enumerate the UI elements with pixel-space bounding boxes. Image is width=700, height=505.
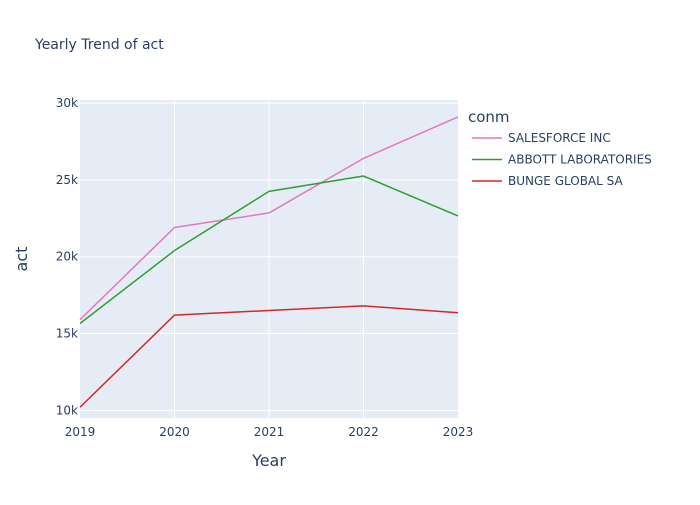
legend-title: conm: [468, 108, 510, 126]
x-tick-label: 2020: [159, 425, 190, 439]
y-tick-label: 25k: [56, 173, 78, 187]
x-tick-label: 2022: [348, 425, 379, 439]
series-lines: [79, 116, 459, 408]
series-line-abbott-laboratories: [79, 175, 459, 325]
x-tick-label: 2021: [254, 425, 285, 439]
series-line-salesforce-inc: [79, 116, 459, 321]
legend: conm SALESFORCE INC ABBOTT LABORATORIES BU…: [468, 108, 652, 188]
legend-item-label: BUNGE GLOBAL SA: [508, 174, 623, 188]
legend-item-label: ABBOTT LABORATORIES: [508, 153, 652, 167]
y-tick-label: 30k: [56, 96, 78, 110]
y-tick-label: 15k: [56, 327, 78, 341]
y-tick-label: 10k: [56, 403, 78, 417]
x-axis-label: Year: [251, 451, 286, 470]
x-tick-label: 2019: [65, 425, 96, 439]
series-line-bunge-global-sa: [79, 305, 459, 408]
chart-title: Yearly Trend of act: [34, 37, 164, 53]
gridlines: [80, 100, 458, 418]
legend-item-label: SALESFORCE INC: [508, 131, 611, 145]
y-axis-label: act: [12, 247, 31, 272]
y-tick-label: 20k: [56, 250, 78, 264]
x-tick-label: 2023: [443, 425, 474, 439]
y-axis-ticks: 10k 15k 20k 25k 30k: [56, 96, 78, 417]
x-axis-ticks: 2019 2020 2021 2022 2023: [65, 425, 474, 439]
